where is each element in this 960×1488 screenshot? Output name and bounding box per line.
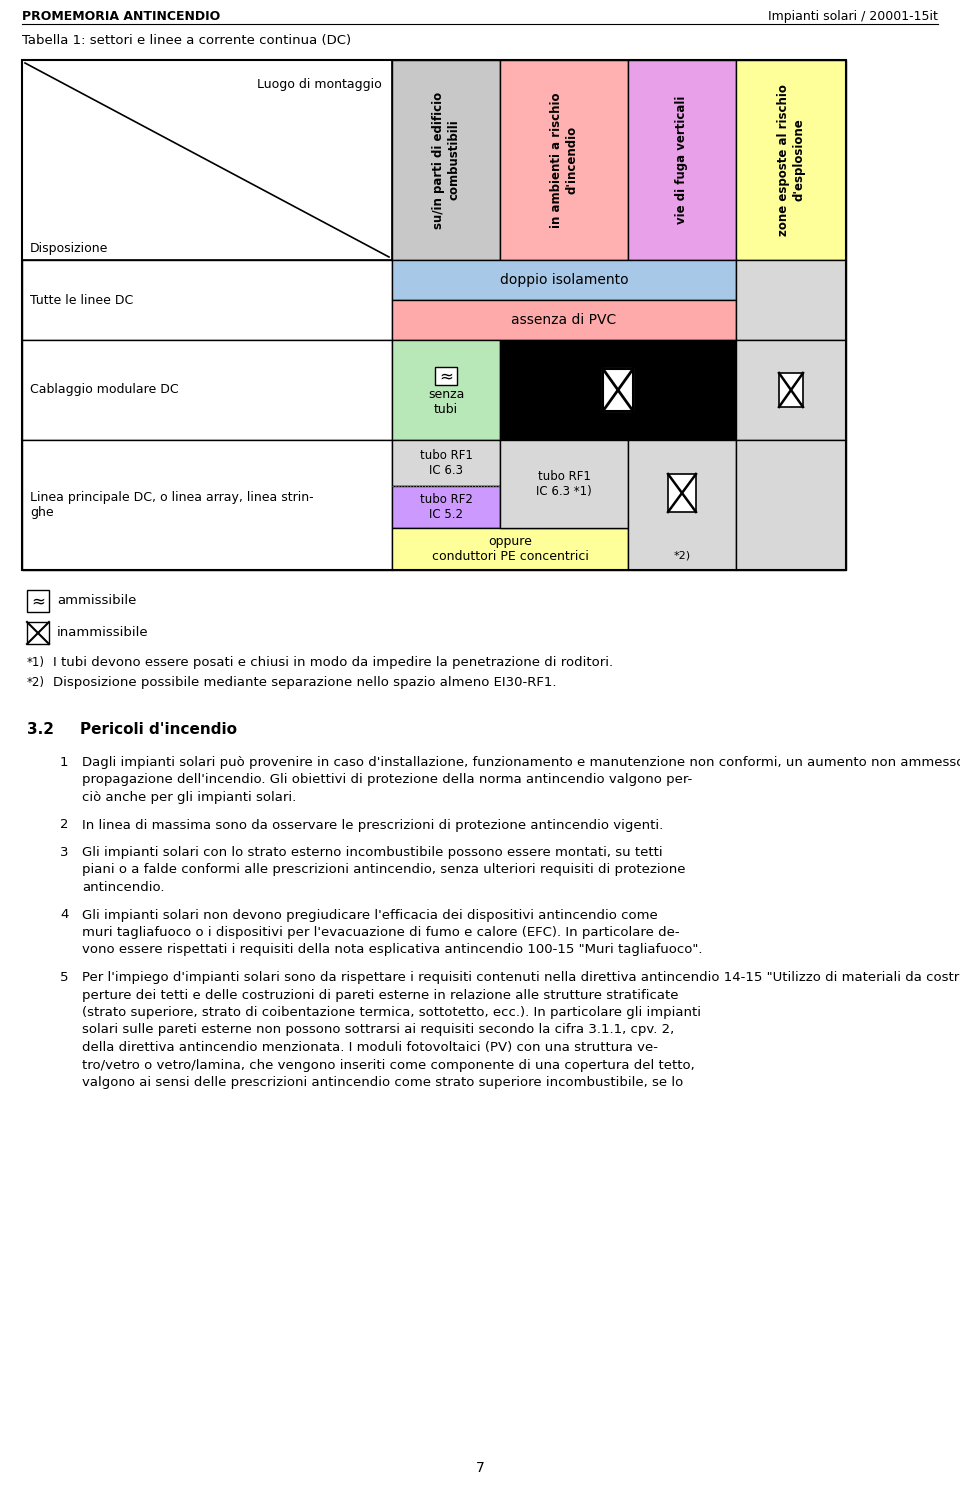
Bar <box>603 369 633 411</box>
Text: vono essere rispettati i requisiti della nota esplicativa antincendio 100-15 "Mu: vono essere rispettati i requisiti della… <box>82 943 703 957</box>
Bar <box>628 60 736 260</box>
Bar <box>22 260 392 339</box>
Text: piani o a falde conformi alle prescrizioni antincendio, senza ulteriori requisit: piani o a falde conformi alle prescrizio… <box>82 863 685 876</box>
Bar <box>392 60 500 260</box>
Text: I tubi devono essere posati e chiusi in modo da impedire la penetrazione di rodi: I tubi devono essere posati e chiusi in … <box>53 656 613 670</box>
Bar <box>668 475 696 512</box>
Text: tro/vetro o vetro/lamina, che vengono inseriti come componente di una copertura : tro/vetro o vetro/lamina, che vengono in… <box>82 1058 695 1071</box>
Text: 4: 4 <box>60 909 68 921</box>
Bar <box>392 440 500 485</box>
Bar <box>736 339 846 440</box>
Bar <box>392 528 628 570</box>
Text: oppure
conduttori PE concentrici: oppure conduttori PE concentrici <box>432 536 588 562</box>
Text: Dagli impianti solari può provenire in caso d'installazione, funzionamento e man: Dagli impianti solari può provenire in c… <box>82 756 960 769</box>
Bar <box>22 60 846 570</box>
Bar <box>27 622 49 644</box>
Bar <box>22 440 392 570</box>
Bar <box>435 368 457 385</box>
Text: inammissibile: inammissibile <box>57 626 149 640</box>
Text: Tabella 1: settori e linee a corrente continua (DC): Tabella 1: settori e linee a corrente co… <box>22 34 351 48</box>
Text: In linea di massima sono da osservare le prescrizioni di protezione antincendio : In linea di massima sono da osservare le… <box>82 818 663 832</box>
Text: Gli impianti solari non devono pregiudicare l'efficacia dei dispositivi antincen: Gli impianti solari non devono pregiudic… <box>82 909 658 921</box>
Text: 5: 5 <box>60 972 68 984</box>
Text: Disposizione: Disposizione <box>30 243 108 254</box>
Text: ciò anche per gli impianti solari.: ciò anche per gli impianti solari. <box>82 792 297 804</box>
Text: vie di fuga verticali: vie di fuga verticali <box>676 95 688 225</box>
Text: zone esposte al rischio
d'esplosione: zone esposte al rischio d'esplosione <box>777 83 805 237</box>
Bar <box>603 369 633 411</box>
Text: tubo RF1
IC 6.3 *1): tubo RF1 IC 6.3 *1) <box>536 470 592 498</box>
Text: Per l'impiego d'impianti solari sono da rispettare i requisiti contenuti nella d: Per l'impiego d'impianti solari sono da … <box>82 972 960 984</box>
Text: propagazione dell'incendio. Gli obiettivi di protezione della norma antincendio : propagazione dell'incendio. Gli obiettiv… <box>82 774 692 787</box>
Text: Cablaggio modulare DC: Cablaggio modulare DC <box>30 384 179 396</box>
Text: perture dei tetti e delle costruzioni di pareti esterne in relazione alle strutt: perture dei tetti e delle costruzioni di… <box>82 988 679 1001</box>
Bar <box>22 339 392 440</box>
Text: Linea principale DC, o linea array, linea strin-
ghe: Linea principale DC, o linea array, line… <box>30 491 314 519</box>
Text: Pericoli d'incendio: Pericoli d'incendio <box>80 722 237 737</box>
Text: ≈: ≈ <box>439 368 453 385</box>
Text: *2): *2) <box>27 676 45 689</box>
Text: Luogo di montaggio: Luogo di montaggio <box>257 77 382 91</box>
Text: valgono ai sensi delle prescrizioni antincendio come strato superiore incombusti: valgono ai sensi delle prescrizioni anti… <box>82 1076 684 1089</box>
Text: tubo RF2
IC 5.2: tubo RF2 IC 5.2 <box>420 493 472 521</box>
Text: 3: 3 <box>60 847 68 859</box>
Text: PROMEMORIA ANTINCENDIO: PROMEMORIA ANTINCENDIO <box>22 10 220 22</box>
Text: su/in parti di edificio
combustibili: su/in parti di edificio combustibili <box>432 91 460 229</box>
Text: Gli impianti solari con lo strato esterno incombustibile possono essere montati,: Gli impianti solari con lo strato estern… <box>82 847 662 859</box>
Bar <box>736 260 846 339</box>
Bar <box>736 60 846 260</box>
Bar <box>736 440 846 570</box>
Text: 7: 7 <box>475 1461 485 1475</box>
Text: 1: 1 <box>60 756 68 769</box>
Text: Impianti solari / 20001-15it: Impianti solari / 20001-15it <box>768 10 938 22</box>
Text: *2): *2) <box>673 551 690 559</box>
Text: Disposizione possibile mediante separazione nello spazio almeno EI30-RF1.: Disposizione possibile mediante separazi… <box>53 676 557 689</box>
Text: muri tagliafuoco o i dispositivi per l'evacuazione di fumo e calore (EFC). In pa: muri tagliafuoco o i dispositivi per l'e… <box>82 926 680 939</box>
Text: assenza di PVC: assenza di PVC <box>512 312 616 327</box>
Bar <box>392 301 736 339</box>
Bar <box>392 485 500 528</box>
Text: Tutte le linee DC: Tutte le linee DC <box>30 293 133 307</box>
Text: solari sulle pareti esterne non possono sottrarsi ai requisiti secondo la cifra : solari sulle pareti esterne non possono … <box>82 1024 674 1037</box>
Text: senza
tubi: senza tubi <box>428 388 465 417</box>
Text: ammissibile: ammissibile <box>57 595 136 607</box>
Text: in ambienti a rischio
d'incendio: in ambienti a rischio d'incendio <box>550 92 578 228</box>
Text: della direttiva antincendio menzionata. I moduli fotovoltaici (PV) con una strut: della direttiva antincendio menzionata. … <box>82 1042 658 1054</box>
Text: *1): *1) <box>27 656 45 670</box>
Text: 2: 2 <box>60 818 68 832</box>
Bar <box>779 373 803 408</box>
Bar <box>500 60 628 260</box>
Bar <box>500 339 736 440</box>
Bar <box>500 440 628 528</box>
Text: doppio isolamento: doppio isolamento <box>500 272 628 287</box>
Bar <box>392 339 500 440</box>
Bar <box>628 440 736 570</box>
Text: 3.2: 3.2 <box>27 722 54 737</box>
Text: (strato superiore, strato di coibentazione termica, sottotetto, ecc.). In partic: (strato superiore, strato di coibentazio… <box>82 1006 701 1019</box>
Text: ≈: ≈ <box>31 592 45 610</box>
Text: tubo RF1
IC 6.3: tubo RF1 IC 6.3 <box>420 449 472 476</box>
Bar <box>392 260 736 301</box>
Bar <box>22 60 392 260</box>
Text: antincendio.: antincendio. <box>82 881 164 894</box>
Bar <box>27 591 49 612</box>
